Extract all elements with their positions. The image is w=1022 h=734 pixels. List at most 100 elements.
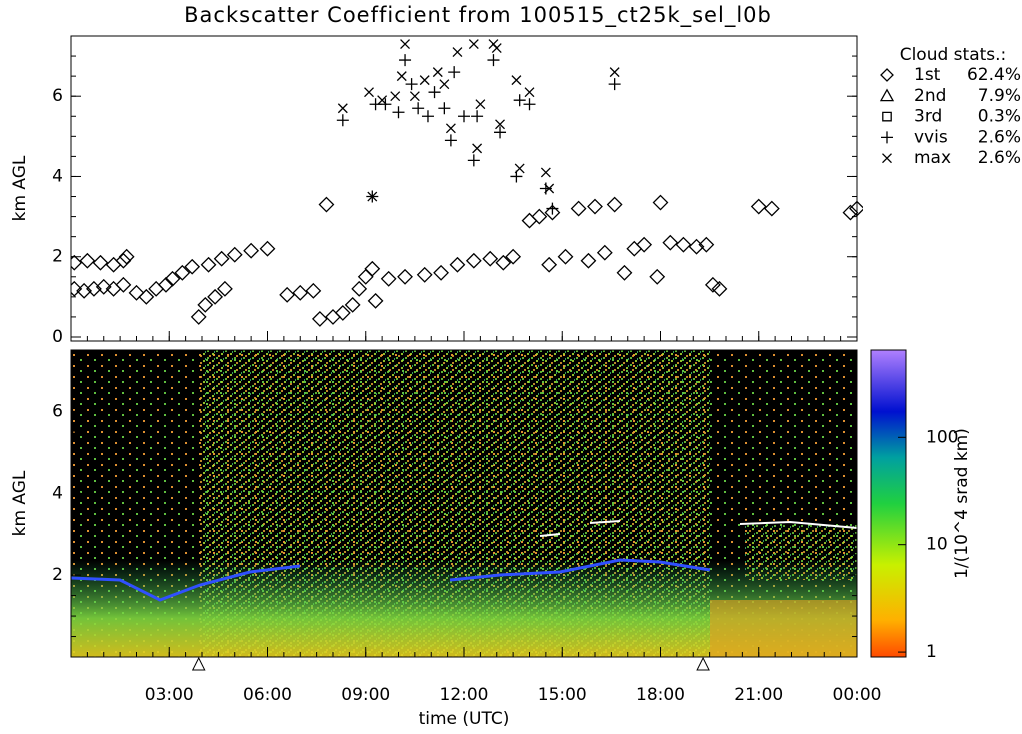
colorbar-label: 1/(10^4 srad km): [952, 428, 972, 579]
cloud-point: [397, 268, 413, 285]
cloud-point: [662, 234, 679, 251]
cloud-point: [138, 288, 155, 305]
cloud-point: [243, 242, 260, 259]
cloud-point: [445, 123, 456, 134]
cloud-point: [213, 250, 230, 267]
cloud-point: [367, 292, 384, 309]
cloud-point: [217, 280, 233, 297]
cloud-point: [636, 236, 653, 253]
cloud-point: [421, 110, 434, 123]
cloud-point: [115, 252, 132, 269]
cloud-point: [444, 134, 457, 147]
cloud-point: [86, 280, 102, 297]
cloud-point: [392, 106, 405, 119]
cloud-point: [438, 102, 451, 115]
cloud-point: [409, 91, 420, 102]
x-tick-label: 15:00: [538, 685, 587, 705]
cloud-point: [540, 167, 551, 178]
cloud-point: [688, 238, 705, 255]
cloud-point: [458, 110, 470, 123]
cloud-point: [164, 270, 181, 287]
cloud-point: [390, 91, 401, 102]
cloud-point: [400, 39, 411, 49]
cloud-point: [487, 54, 500, 67]
cloud-point: [570, 200, 587, 217]
x-tick-label: 03:00: [145, 685, 194, 705]
cloud-point: [557, 248, 574, 265]
cloud-point: [596, 244, 613, 261]
cloud-point: [649, 268, 666, 285]
legend-name: vvis: [914, 127, 948, 147]
cloud-point: [514, 163, 525, 174]
y-axis-label: km AGL: [10, 470, 30, 536]
cloud-point: [190, 309, 207, 325]
cloud-point: [750, 198, 767, 215]
cloud-point: [318, 196, 335, 213]
legend-name: 3rd: [914, 107, 942, 127]
cloud-point: [587, 198, 603, 215]
chart-title: Backscatter Coefficient from 100515_ct25…: [184, 3, 772, 28]
event-marker: [191, 656, 206, 671]
cloud-point: [428, 86, 441, 99]
cloud-point: [626, 240, 643, 257]
cloud-point: [433, 264, 449, 281]
cloud-point: [539, 182, 552, 195]
cloud-point: [380, 270, 397, 287]
x-tick-label: 21:00: [734, 685, 783, 705]
y-tick-label: 2: [52, 247, 63, 267]
cloud-point: [115, 276, 132, 293]
cloud-point: [412, 102, 425, 115]
cloud-point: [76, 282, 93, 299]
cloud-point: [416, 266, 433, 283]
cloud-point: [128, 284, 145, 301]
cloud-point: [698, 236, 715, 253]
cloud-point: [449, 256, 466, 273]
cloud-point: [467, 154, 480, 167]
legend-stat: 2.6%: [978, 127, 1021, 147]
legend-stat: 62.4%: [967, 65, 1021, 85]
y-tick-label: 6: [52, 401, 63, 421]
y-axis-label: km AGL: [10, 155, 30, 221]
cloud-point: [468, 39, 479, 49]
cloud-point: [704, 276, 721, 293]
cloud-point: [399, 54, 412, 67]
cloud-point: [357, 268, 374, 285]
cloud-point: [505, 248, 522, 265]
cloud-point: [197, 296, 214, 313]
cloud-point: [609, 67, 620, 78]
cloud-point: [842, 204, 859, 221]
plot-frame: [70, 35, 858, 342]
x-axis-label: time (UTC): [419, 709, 510, 729]
x-tick-label: 00:00: [833, 685, 882, 705]
cloud-point: [465, 252, 482, 269]
cloud-point: [325, 309, 341, 325]
cloud-point: [495, 254, 512, 271]
cloud-point: [71, 254, 83, 271]
cloud-point: [432, 67, 443, 78]
cloud-point: [471, 110, 484, 123]
legend-name: 2nd: [914, 86, 946, 106]
y-tick-label: 4: [52, 483, 63, 503]
legend-symbol: [880, 68, 894, 82]
cloud-point: [452, 47, 463, 58]
cloud-point: [419, 75, 430, 86]
y-tick-label: 4: [52, 166, 63, 186]
cloud-point: [546, 202, 559, 215]
legend-name: 1st: [914, 65, 941, 85]
legend-title: Cloud stats.:: [900, 45, 1007, 65]
colorbar: [870, 349, 907, 658]
cloud-point: [95, 278, 112, 295]
cloud-point: [763, 200, 780, 217]
cloud-point: [608, 78, 621, 91]
cloud-point: [305, 282, 322, 299]
cloud-point: [513, 94, 526, 107]
cloud-point: [439, 79, 450, 90]
cloud-point: [675, 236, 692, 253]
cloud-point: [174, 264, 191, 281]
cloud-point: [541, 256, 558, 273]
cloud-point: [448, 66, 461, 79]
cloud-point: [849, 200, 863, 217]
cloud-point: [616, 264, 633, 281]
cloud-point: [367, 191, 378, 202]
